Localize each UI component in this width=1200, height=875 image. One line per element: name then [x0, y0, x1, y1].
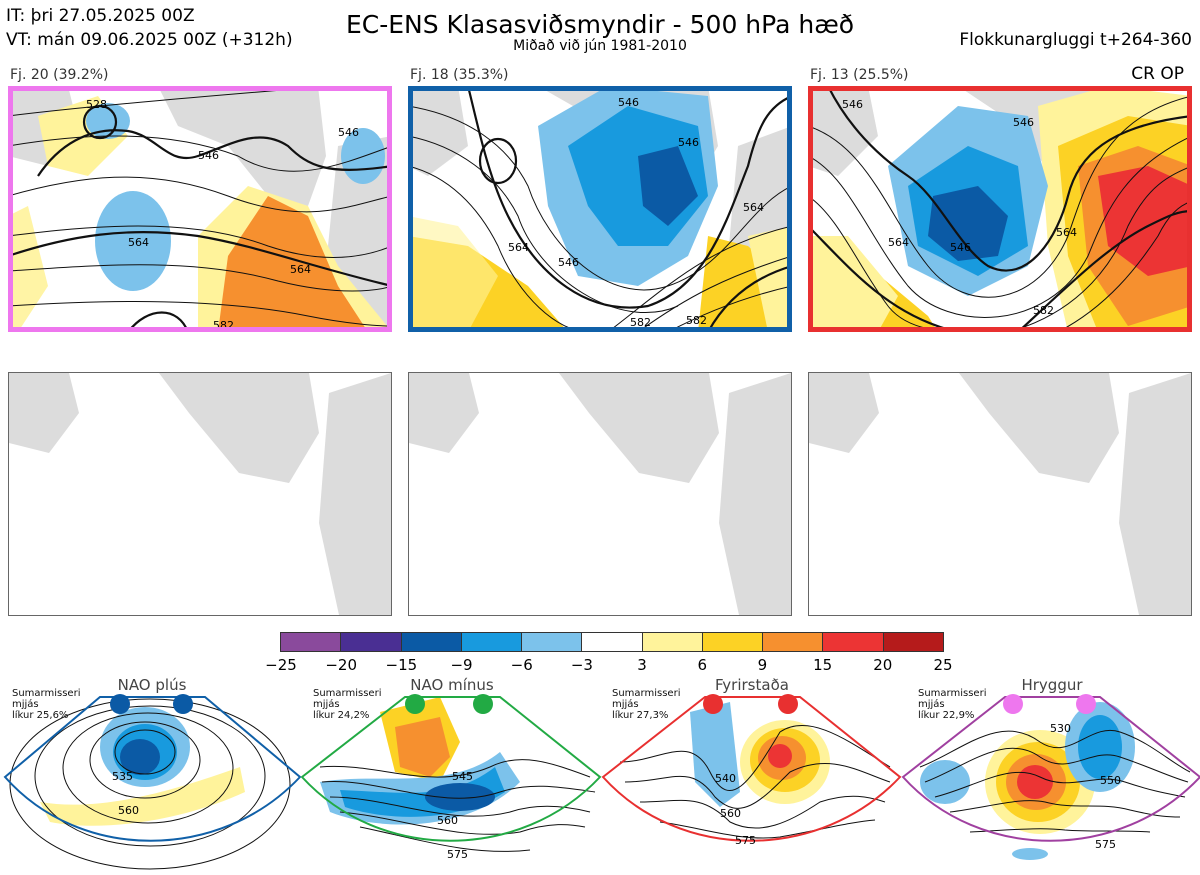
regime-nao-minus-map: 545 560 575: [300, 694, 602, 861]
colorbar-tick-label: 3: [637, 656, 647, 674]
regime-contour-label: 530: [1050, 722, 1071, 735]
regime-contour-label: 575: [1095, 838, 1116, 851]
colorbar-tick-label: 25: [933, 656, 953, 674]
colorbar-swatch: [582, 633, 643, 651]
colorbar-swatch: [522, 633, 583, 651]
colorbar-tick-label: −6: [510, 656, 533, 674]
contour-label: 564: [888, 236, 909, 249]
classification-window: Flokkunargluggi t+264-360: [959, 30, 1192, 50]
cluster-1-label: Fj. 20 (39.2%): [10, 67, 109, 83]
cluster-map-3: 546 546 546 564 564 582: [808, 86, 1192, 332]
colorbar-tick-label: −15: [385, 656, 418, 674]
regime-ridge-map: 530 550 575: [901, 694, 1200, 860]
colorbar-tick-label: 20: [873, 656, 893, 674]
regime-3-title: Fyrirstaða: [715, 676, 789, 694]
regime-row: 535 560 545 560 575: [0, 672, 1200, 871]
colorbar-tick-label: −20: [325, 656, 357, 674]
colorbar-swatch: [341, 633, 402, 651]
regime-contour-label: 575: [735, 834, 756, 847]
initial-time: IT: þri 27.05.2025 00Z: [6, 6, 195, 26]
contour-label: 582: [630, 316, 651, 329]
contour-label: 546: [950, 241, 971, 254]
colorbar-tick-label: −9: [450, 656, 473, 674]
cr-op-label: CR OP: [1131, 64, 1184, 84]
regime-1-note: Sumarmisseri mjjás líkur 25,6%: [12, 688, 81, 721]
regime-2-note: Sumarmisseri mjjás líkur 24,2%: [313, 688, 382, 721]
regime-contour-label: 560: [118, 804, 139, 817]
regime-3-note: Sumarmisseri mjjás líkur 27,3%: [612, 688, 681, 721]
colorbar-tick-label: 15: [813, 656, 833, 674]
colorbar-tick-label: −25: [265, 656, 297, 674]
header-times: IT: þri 27.05.2025 00Z VT: mán 09.06.202…: [6, 4, 293, 52]
regime-contour-label: 560: [720, 807, 741, 820]
contour-label: 528: [86, 98, 107, 111]
colorbar: [280, 632, 944, 652]
cluster-3-label: Fj. 13 (25.5%): [810, 67, 909, 83]
colorbar-swatch: [281, 633, 342, 651]
colorbar-swatch: [883, 633, 943, 651]
contour-label: 564: [128, 236, 149, 249]
regime-contour-label: 540: [715, 772, 736, 785]
regime-contour-label: 560: [437, 814, 458, 827]
contour-label: 564: [743, 201, 764, 214]
contour-label: 546: [618, 96, 639, 109]
colorbar-swatch: [401, 633, 462, 651]
colorbar-swatch: [702, 633, 764, 651]
regime-contour-label: 545: [452, 770, 473, 783]
contour-label: 564: [508, 241, 529, 254]
regime-contour-label: 535: [112, 770, 133, 783]
page-subtitle: Miðað við jún 1981-2010: [513, 38, 687, 54]
cluster-map-2: 546 546 564 564 546 582 582: [408, 86, 792, 332]
contour-label: 564: [1056, 226, 1077, 239]
regime-4-note: Sumarmisseri mjjás líkur 22,9%: [918, 688, 987, 721]
contour-label: 564: [290, 263, 311, 276]
cluster-map-1: 528 546 546 564 564 582: [8, 86, 392, 332]
regime-1-title: NAO plús: [117, 676, 187, 694]
colorbar-tick-label: 9: [757, 656, 768, 674]
colorbar-swatch: [461, 633, 523, 651]
regime-contour-label: 550: [1100, 774, 1121, 787]
contour-label: 582: [213, 319, 234, 332]
contour-label: 546: [678, 136, 699, 149]
regime-2-title: NAO mínus: [410, 676, 494, 694]
cluster-2-label: Fj. 18 (35.3%): [410, 67, 509, 83]
regime-blocking-map: 540 560 575: [601, 694, 902, 847]
contour-label: 546: [842, 98, 863, 111]
regime-nao-plus-map: 535 560: [3, 694, 302, 871]
contour-label: 546: [198, 149, 219, 162]
colorbar-swatch: [823, 633, 884, 651]
valid-time: VT: mán 09.06.2025 00Z (+312h): [6, 30, 293, 50]
page-title: EC-ENS Klasasviðsmyndir - 500 hPa hæð: [345, 10, 855, 39]
colorbar-tick-label: 6: [697, 656, 708, 674]
contour-label: 546: [558, 256, 579, 269]
base-map-2: [408, 372, 792, 616]
colorbar-tick-label: −3: [570, 656, 593, 674]
contour-label: 582: [686, 314, 707, 327]
colorbar-swatch: [763, 633, 824, 651]
contour-label: 546: [338, 126, 359, 139]
base-map-1: [8, 372, 392, 616]
base-map-3: [808, 372, 1192, 616]
contour-label: 582: [1033, 304, 1054, 317]
colorbar-swatch: [642, 633, 703, 651]
contour-label: 546: [1013, 116, 1034, 129]
regime-4-title: Hryggur: [1021, 676, 1083, 694]
regime-contour-label: 575: [447, 848, 468, 861]
